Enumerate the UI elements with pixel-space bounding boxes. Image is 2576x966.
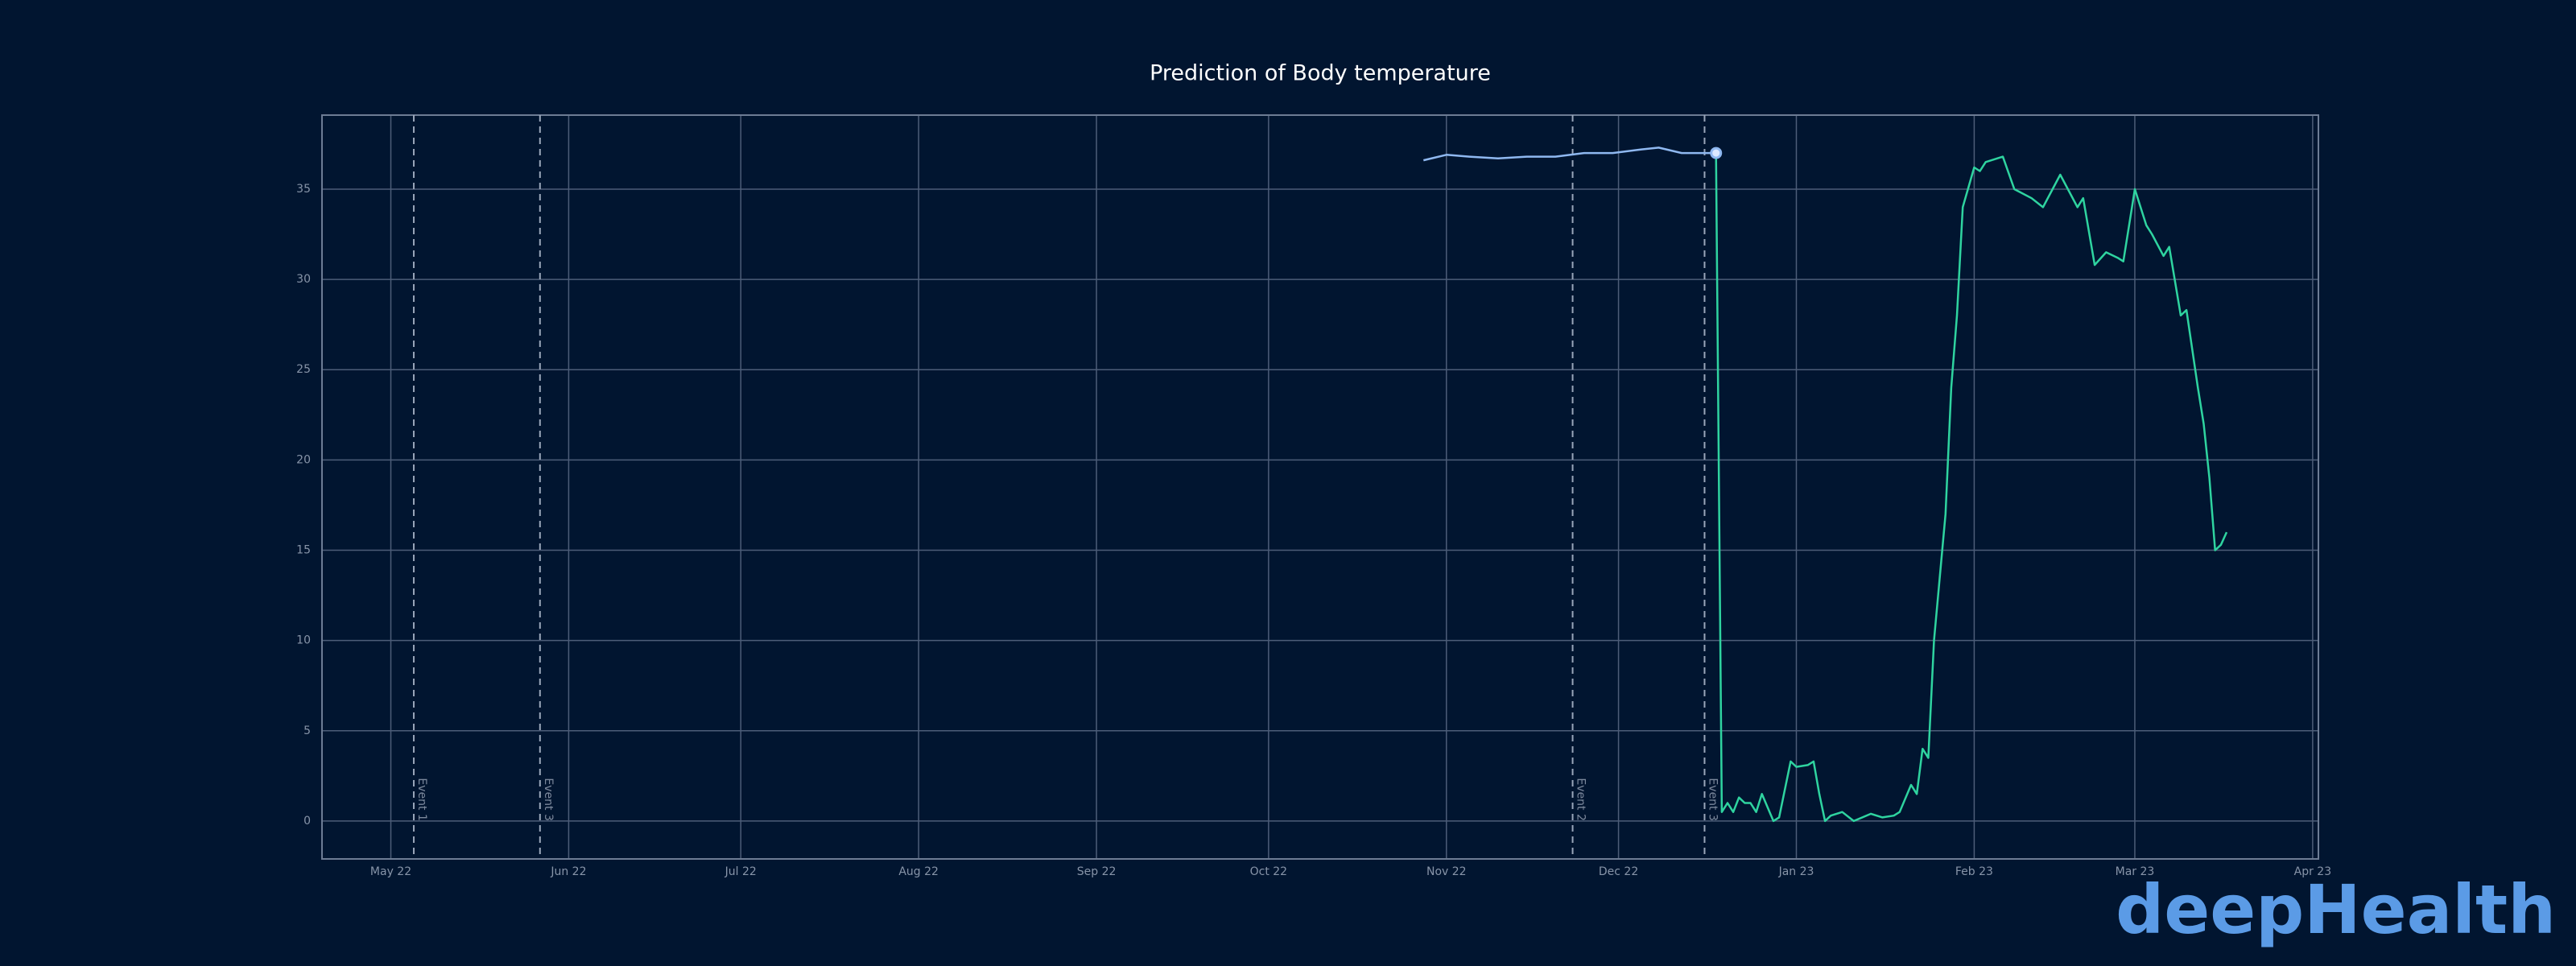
x-tick-label: Nov 22 bbox=[1426, 865, 1467, 878]
chart-title: Prediction of Body temperature bbox=[1150, 61, 1491, 86]
x-tick-label: May 22 bbox=[370, 865, 411, 878]
y-tick-label: 20 bbox=[296, 453, 311, 466]
event-label: Event 1 bbox=[415, 778, 428, 820]
series-line bbox=[1715, 153, 2228, 823]
y-tick-label: 0 bbox=[303, 815, 311, 828]
series-line bbox=[1423, 147, 1716, 162]
event-label: Event 3 bbox=[1706, 778, 1719, 820]
x-tick-label: Aug 22 bbox=[898, 865, 939, 878]
event-label: Event 2 bbox=[1575, 778, 1587, 820]
y-tick-label: 25 bbox=[296, 363, 311, 376]
y-tick-label: 15 bbox=[296, 543, 311, 556]
logo: deepHealth bbox=[2116, 870, 2556, 949]
x-tick-label: Feb 23 bbox=[1955, 865, 1993, 878]
x-tick-label: Jul 22 bbox=[724, 865, 757, 878]
x-tick-label: Oct 22 bbox=[1250, 865, 1287, 878]
x-tick-label: Apr 23 bbox=[2294, 865, 2331, 878]
y-tick-label: 5 bbox=[303, 724, 311, 737]
last-point-marker bbox=[1710, 147, 1723, 159]
y-tick-label: 35 bbox=[296, 183, 311, 196]
plot-frame bbox=[321, 114, 2319, 860]
y-tick-label: 10 bbox=[296, 634, 311, 647]
y-tick-label: 30 bbox=[296, 273, 311, 286]
x-tick-label: Dec 22 bbox=[1599, 865, 1638, 878]
x-tick-label: Sep 22 bbox=[1077, 865, 1117, 878]
event-label: Event 3 bbox=[542, 778, 555, 820]
x-tick-label: Jan 23 bbox=[1778, 865, 1814, 878]
x-tick-label: Jun 22 bbox=[550, 865, 586, 878]
x-tick-label: Mar 23 bbox=[2116, 865, 2155, 878]
